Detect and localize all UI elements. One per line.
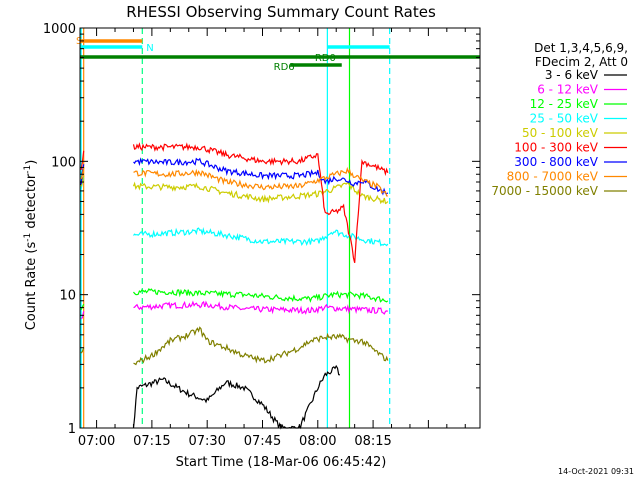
series-trace-segment-0 [80,311,85,320]
series-trace-segment-1 [133,288,389,303]
y-tick-label: 10 [59,289,76,304]
legend-header-line-1: Det 1,3,4,5,6,9, [534,41,628,55]
series-trace-segment-1 [133,157,389,196]
series-trace-segment-0 [80,303,85,310]
legend-label: 7000 - 15000 keV [491,184,598,198]
x-tick-label: 07:15 [133,434,170,449]
flag-label-n: N [146,43,153,54]
legend-label: 3 - 6 keV [545,68,599,82]
x-tick-label: 07:00 [78,434,115,449]
series-6-12-kev [80,300,389,320]
x-tick-label: 08:00 [299,434,336,449]
series-trace-segment-1 [133,326,389,366]
y-tick-label: 1 [68,422,76,437]
series-trace-segment-1 [132,364,341,430]
flag-label-s: S [76,36,82,47]
y-axis-label-sup2: -1 [23,165,33,174]
legend-label: 800 - 7000 keV [507,170,599,184]
legend-header-line-2: FDecim 2, Att 0 [535,55,628,69]
y-axis-label-end: ) [24,160,39,165]
series-trace-segment-0 [80,347,85,354]
footer-timestamp: 14-Oct-2021 09:31 [558,467,634,476]
series-12-25-kev [80,288,389,310]
legend-label: 50 - 100 keV [522,126,599,140]
y-tick-label: 100 [51,155,76,170]
legend-label: 12 - 25 keV [530,97,599,111]
legend-label: 25 - 50 keV [530,112,599,126]
y-axis-label-part: Count Rate (s [24,242,39,331]
x-tick-label: 07:30 [188,434,225,449]
series-trace-segment-1 [132,181,389,205]
y-axis-label-mid: detector [24,173,39,233]
series-trace-segment-1 [133,300,389,315]
legend-label: 6 - 12 keV [537,83,599,97]
y-axis-label: Count Rate (s-1 detector-1) [23,160,39,331]
legend-label: 100 - 300 keV [514,141,598,155]
axes: 1 10 100 1000 07:00 07:15 07:30 07:45 08:00 08:15 [43,22,481,449]
x-tick-label: 08:15 [354,434,391,449]
y-axis-label-sup: -1 [23,233,33,242]
legend-label: 300 - 800 keV [514,155,598,169]
flag-label-rd6: RD6 [274,62,295,73]
plot-area: S N RD0 RD6 [76,28,480,430]
chart-title: RHESSI Observing Summary Count Rates [126,3,436,21]
series-7000-15000-kev [80,326,389,366]
series-trace-segment-1 [133,166,388,197]
series-trace-segment-1 [132,142,389,264]
flag-label-rd0: RD0 [315,53,336,64]
plot-frame [79,27,481,429]
x-tick-label: 07:45 [244,434,281,449]
y-tick-label: 1000 [43,22,76,37]
series-trace-segment-1 [133,226,389,247]
x-axis-label: Start Time (18-Mar-06 06:45:42) [176,455,387,470]
